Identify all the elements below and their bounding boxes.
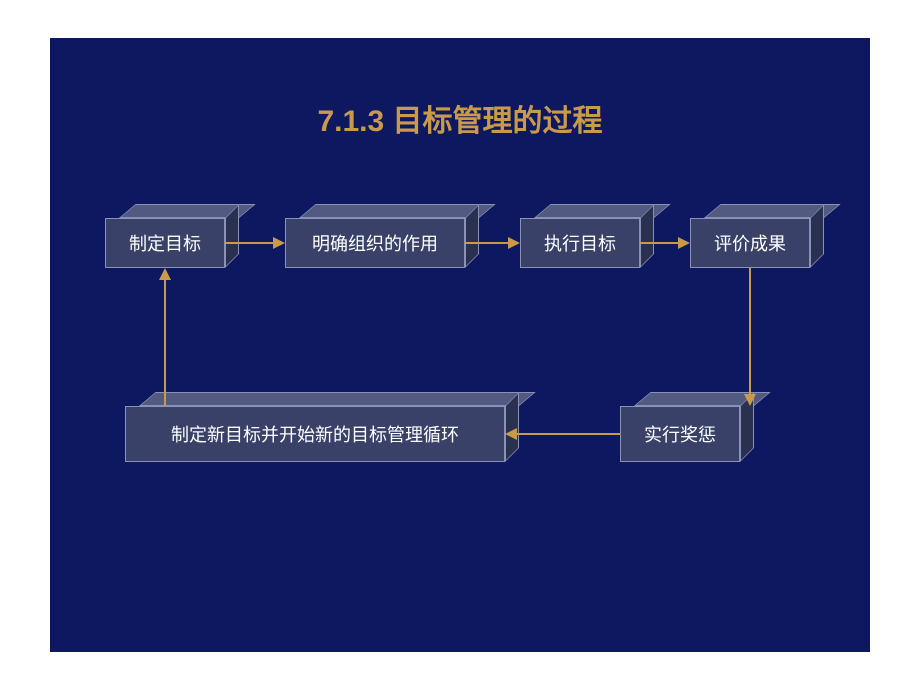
arrow-line (465, 242, 508, 244)
arrow-line (225, 242, 273, 244)
flowchart-node: 实行奖惩 (620, 392, 740, 462)
flowchart-node: 制定目标 (105, 204, 225, 268)
flowchart-node: 明确组织的作用 (285, 204, 465, 268)
box-front-face: 制定目标 (105, 218, 225, 268)
arrow-head-icon (508, 237, 520, 249)
arrow-line (517, 433, 620, 435)
arrow-head-icon (744, 394, 756, 406)
slide-title: 7.1.3 目标管理的过程 (50, 96, 870, 140)
arrow-head-icon (159, 268, 171, 280)
flowchart-node: 制定新目标并开始新的目标管理循环 (125, 392, 505, 462)
arrow-head-icon (678, 237, 690, 249)
arrow-line (164, 280, 166, 406)
box-front-face: 评价成果 (690, 218, 810, 268)
arrow-line (640, 242, 678, 244)
box-front-face: 执行目标 (520, 218, 640, 268)
flowchart-node: 评价成果 (690, 204, 810, 268)
arrow-head-icon (505, 428, 517, 440)
box-front-face: 实行奖惩 (620, 406, 740, 462)
slide: 7.1.3 目标管理的过程制定目标 明确组织的作用 执行目标评价成果制定新目标并开始… (50, 38, 870, 652)
arrow-line (749, 268, 751, 394)
box-top-face (139, 392, 536, 406)
box-front-face: 明确组织的作用 (285, 218, 465, 268)
flowchart-node: 执行目标 (520, 204, 640, 268)
box-side-face (505, 392, 519, 462)
box-front-face: 制定新目标并开始新的目标管理循环 (125, 406, 505, 462)
arrow-head-icon (273, 237, 285, 249)
